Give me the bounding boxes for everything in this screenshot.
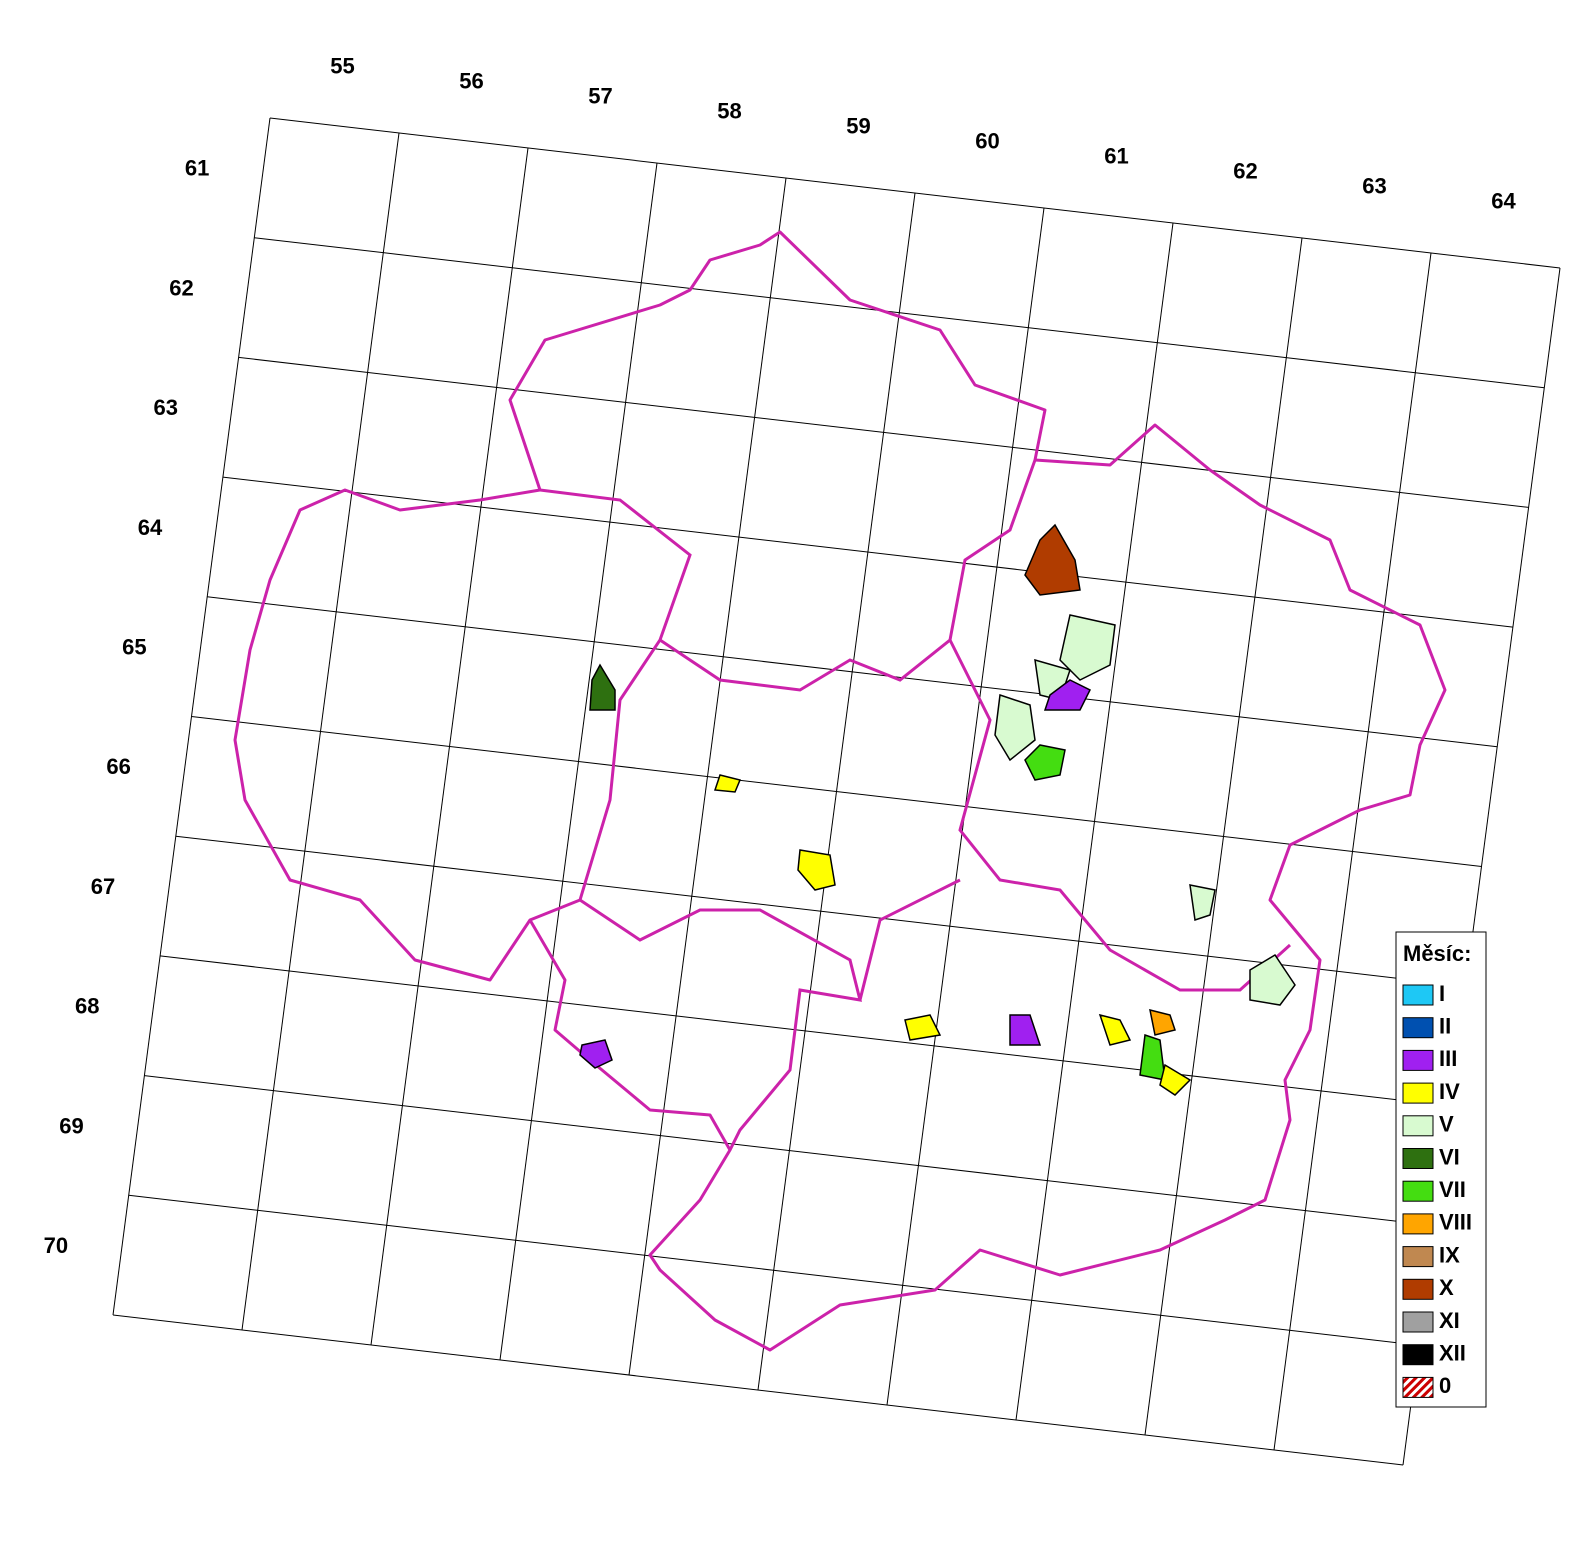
district-border [948, 639, 1292, 992]
legend-label: 0 [1439, 1373, 1451, 1398]
legend-label: IV [1439, 1079, 1460, 1104]
district-border [858, 878, 961, 1001]
grid-line [207, 596, 1498, 748]
legend-label: XI [1439, 1308, 1460, 1333]
legend-label: VIII [1439, 1210, 1472, 1235]
column-label: 57 [588, 83, 612, 108]
row-label: 66 [106, 754, 130, 779]
legend-label: V [1439, 1112, 1454, 1137]
column-label: 59 [846, 113, 870, 138]
column-label: 56 [459, 68, 483, 93]
legend-swatch [1402, 1311, 1434, 1333]
row-label: 70 [44, 1233, 68, 1258]
highlighted-areas [579, 523, 1296, 1096]
legend-swatch [1402, 1180, 1434, 1202]
legend-swatch [1402, 1017, 1434, 1039]
legend-label: XII [1439, 1341, 1466, 1366]
legend-swatch [1402, 1115, 1434, 1137]
grid-line [269, 117, 1561, 269]
legend-label: IX [1439, 1242, 1460, 1267]
row-label: 68 [75, 994, 99, 1019]
row-label: 63 [154, 395, 178, 420]
row-label: 67 [91, 874, 115, 899]
area [904, 1014, 942, 1041]
legend-label: III [1439, 1046, 1457, 1071]
area [1159, 1063, 1192, 1096]
legend-swatch [1402, 1278, 1434, 1300]
row-label: 64 [138, 515, 163, 540]
row-label: 62 [169, 275, 193, 300]
legend-label: I [1439, 981, 1445, 1006]
grid [112, 117, 1561, 1466]
legend-swatch [1402, 984, 1434, 1006]
district-border [579, 898, 863, 1151]
district-border [529, 488, 692, 922]
grid-line [175, 835, 1466, 987]
grid-line [191, 716, 1482, 867]
column-label: 58 [717, 98, 741, 123]
area [797, 849, 836, 891]
area [1149, 1008, 1176, 1036]
area [1249, 953, 1296, 1006]
grid-line [160, 955, 1451, 1107]
column-label: 61 [1104, 143, 1128, 168]
grid-line [222, 476, 1513, 628]
grid-line [112, 1314, 1404, 1466]
legend-swatch [1402, 1376, 1434, 1398]
region-outline [233, 230, 1447, 1352]
legend-label: VI [1439, 1144, 1460, 1169]
legend-label: VII [1439, 1177, 1466, 1202]
area [1024, 744, 1066, 781]
column-label: 55 [330, 53, 354, 78]
column-label: 64 [1491, 188, 1516, 213]
column-label: 63 [1362, 173, 1386, 198]
grid-line [128, 1194, 1419, 1346]
area [1139, 1033, 1166, 1081]
area [579, 1039, 613, 1069]
legend-swatch [1402, 1049, 1434, 1071]
area [1043, 679, 1092, 711]
row-label: 61 [185, 156, 209, 181]
region [233, 230, 1447, 1352]
grid-line [144, 1075, 1435, 1227]
legend-swatch [1402, 1082, 1434, 1104]
legend-label: X [1439, 1275, 1454, 1300]
grid-labels: 55 56 57 58 59 60 61 62 63 64 61 62 63 64 65 66 67 68 69 70 [44, 53, 1517, 1258]
district-border [659, 459, 1037, 692]
area [1189, 884, 1216, 921]
area [1098, 1013, 1132, 1046]
legend-title: Měsíc: [1403, 941, 1471, 966]
column-label: 62 [1233, 158, 1257, 183]
legend-swatch [1402, 1213, 1434, 1235]
legend-label: II [1439, 1014, 1451, 1039]
row-label: 69 [59, 1113, 83, 1138]
row-label: 65 [122, 634, 146, 659]
area [1009, 1014, 1042, 1046]
legend-swatch [1402, 1246, 1434, 1268]
area [1024, 523, 1081, 596]
area [1059, 614, 1116, 681]
area [589, 663, 616, 711]
area [994, 693, 1036, 762]
area [713, 774, 742, 793]
legend-swatch [1402, 1148, 1434, 1169]
grid-line [254, 237, 1545, 389]
legend-swatch [1402, 1344, 1434, 1366]
grid-line [238, 356, 1529, 508]
column-label: 60 [975, 128, 999, 153]
